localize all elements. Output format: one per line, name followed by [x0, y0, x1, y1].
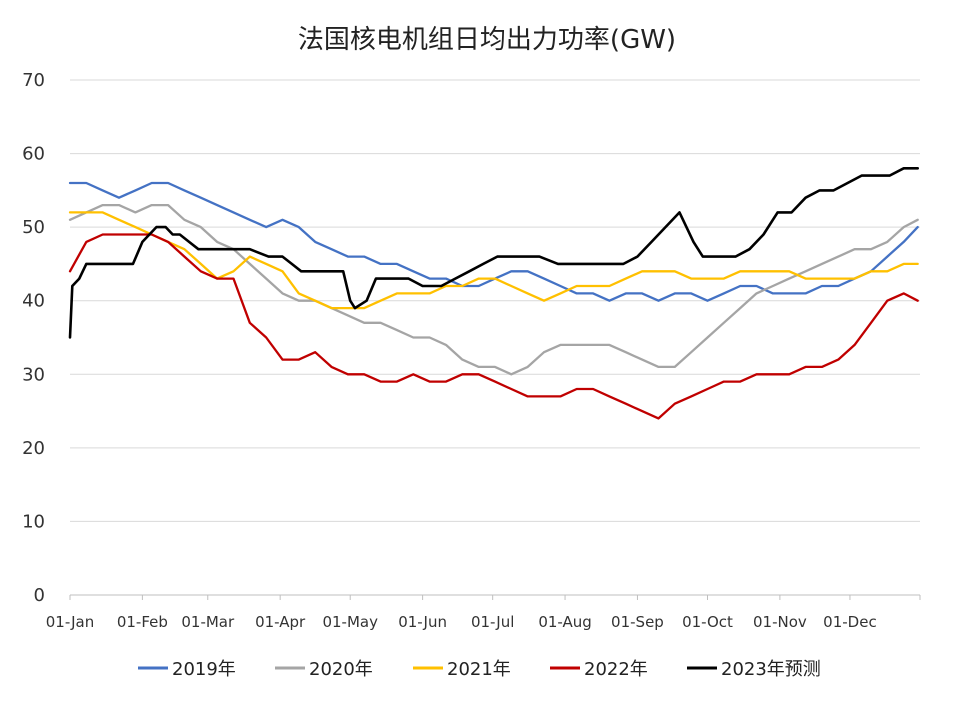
x-tick-label: 01-Mar — [181, 613, 235, 631]
legend-label: 2021年 — [447, 659, 511, 680]
x-tick-label: 01-Nov — [753, 613, 807, 631]
grid-layer — [70, 79, 920, 522]
series-line-1 — [68, 181, 919, 302]
series-line-4 — [68, 233, 919, 420]
y-tick-label: 50 — [22, 217, 45, 238]
y-tick-label: 70 — [22, 70, 45, 91]
x-tick-label: 01-Dec — [823, 613, 877, 631]
axis-layer: 0 10 20 30 40 50 60 70 01-Jan 01-Feb 01-Mar 01-Apr 0… — [22, 70, 921, 631]
y-tick-label: 60 — [22, 144, 45, 165]
series-line-5 — [68, 167, 919, 339]
x-tick-label: 01-Jan — [46, 613, 94, 631]
chart-title: 法国核电机组日均出力功率(GW) — [298, 25, 676, 55]
y-tick-label: 30 — [22, 364, 45, 385]
y-tick-label: 0 — [34, 585, 45, 606]
x-tick-label: 01-Oct — [682, 613, 733, 631]
series-line-2 — [68, 203, 919, 376]
y-tick-label: 20 — [22, 438, 45, 459]
y-tick-label: 10 — [22, 511, 45, 532]
x-tick-label: 01-Aug — [538, 613, 591, 631]
x-tick-label: 01-Jul — [471, 613, 514, 631]
x-tick-label: 01-Sep — [611, 613, 664, 631]
legend-label: 2020年 — [309, 659, 373, 680]
y-tick-label: 40 — [22, 291, 45, 312]
legend-label: 2022年 — [584, 659, 648, 680]
x-tick-label: 01-May — [322, 613, 378, 631]
x-tick-label: 01-Apr — [255, 613, 306, 631]
legend-label: 2019年 — [172, 659, 236, 680]
x-tick-label: 01-Feb — [117, 613, 168, 631]
series-line-3 — [68, 211, 919, 310]
legend: 2019年 2020年 2021年 2022年 2023年预测 — [138, 659, 821, 680]
x-tick-label: 01-Jun — [398, 613, 447, 631]
series-layer — [68, 167, 919, 420]
legend-label: 2023年预测 — [721, 659, 821, 680]
